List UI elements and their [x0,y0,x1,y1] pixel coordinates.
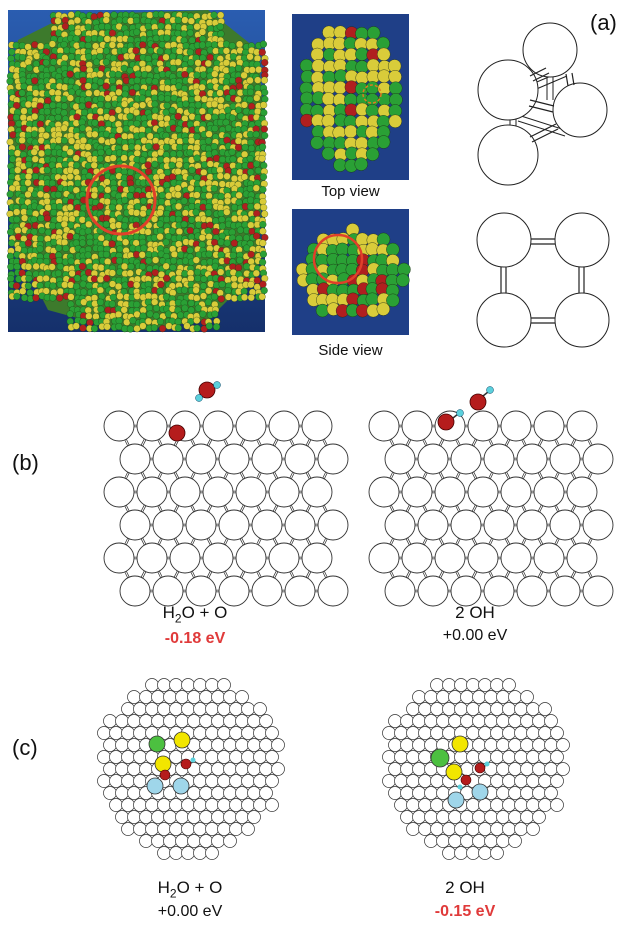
panel-a-letter: (a) [590,10,617,35]
panel-c-left-species: H2O + O [157,878,223,901]
active-site-atoms-right [430,735,490,809]
top-view-render [292,14,409,180]
slab-structure-right [368,386,614,607]
side-view-caption: Side view [318,342,383,359]
panel-b-left-species: H2O + O [162,603,228,626]
panel-c-right-species: 2 OH [445,878,485,897]
adsorbed-water-molecule [195,381,221,402]
top-view-highlight [362,84,382,104]
nanoparticle-structure-left [97,678,285,860]
side-view-highlight [312,233,364,285]
active-site-atoms-left [146,731,196,795]
slab-structure-left [103,381,349,607]
hydroxyl-group-1 [437,409,464,431]
hydroxyl-group-2 [469,386,494,411]
panel-b-letter: (b) [12,450,39,475]
panel-b-left-energy: -0.18 eV [164,630,226,647]
adsorbed-oxygen-atom [168,424,186,442]
panel-c-letter: (c) [12,735,38,760]
panel-c-right-energy: -0.15 eV [434,903,496,920]
highlight-circle [85,164,157,236]
side-view-render [292,209,411,335]
cluster-render-large [6,10,269,333]
panel-c-left-energy: +0.00 eV [157,903,223,920]
triangle-schematic [477,22,608,186]
nanoparticle-structure-right [382,678,570,860]
square-schematic [476,212,610,348]
panel-b-right-species: 2 OH [455,603,495,622]
top-view-caption: Top view [321,183,380,200]
panel-b-right-energy: +0.00 eV [442,627,508,644]
